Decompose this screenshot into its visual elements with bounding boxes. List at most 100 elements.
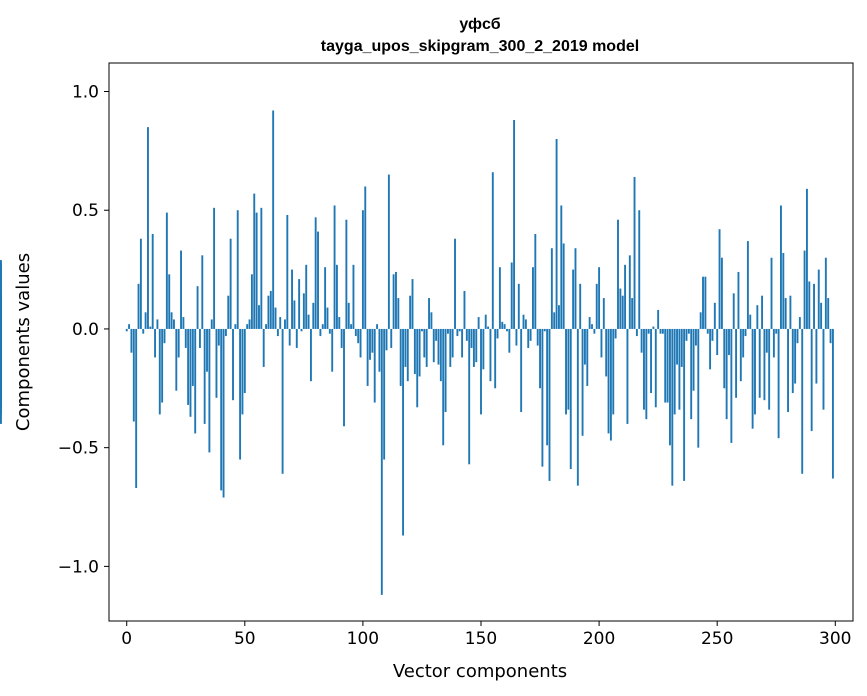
x-tick-label: 250 bbox=[701, 629, 733, 649]
bar-23 bbox=[180, 250, 182, 329]
bar-86 bbox=[328, 328, 331, 334]
bar-96 bbox=[352, 264, 355, 329]
bar-242 bbox=[697, 328, 700, 448]
bar-220 bbox=[645, 328, 648, 420]
bar-207 bbox=[614, 328, 617, 339]
bar-51 bbox=[246, 324, 249, 329]
bar-248 bbox=[711, 328, 714, 341]
bar-50 bbox=[243, 328, 246, 394]
bar-186 bbox=[565, 328, 567, 415]
bar-166 bbox=[517, 283, 520, 329]
bar-116 bbox=[399, 328, 402, 386]
bar-261 bbox=[742, 328, 745, 358]
bar-156 bbox=[494, 328, 497, 389]
bar-296 bbox=[824, 257, 827, 329]
x-tick-label: 100 bbox=[347, 629, 379, 649]
bar-182 bbox=[555, 138, 558, 329]
bar-240 bbox=[692, 328, 695, 391]
bar-215 bbox=[633, 176, 636, 329]
bar-84 bbox=[324, 267, 327, 329]
bar-44 bbox=[229, 238, 232, 329]
bar-233 bbox=[676, 328, 678, 365]
bar-235 bbox=[680, 328, 683, 367]
bar-47 bbox=[236, 210, 239, 329]
bar-269 bbox=[761, 295, 764, 329]
bar-60 bbox=[267, 295, 270, 329]
bar-87 bbox=[331, 328, 334, 372]
bar-179 bbox=[548, 328, 551, 481]
bar-27 bbox=[189, 328, 192, 417]
bar-288 bbox=[806, 188, 808, 329]
bar-92 bbox=[343, 328, 345, 427]
bar-244 bbox=[702, 276, 704, 329]
bar-183 bbox=[558, 305, 560, 329]
y-axis-label: Components values bbox=[13, 253, 34, 431]
bar-32 bbox=[201, 255, 204, 329]
bar-254 bbox=[725, 328, 728, 420]
bar-219 bbox=[643, 328, 645, 410]
bar-142 bbox=[461, 328, 464, 358]
bar-66 bbox=[281, 328, 284, 474]
bar-123 bbox=[416, 328, 419, 408]
bar-62 bbox=[272, 110, 275, 329]
bar-13 bbox=[156, 319, 159, 329]
bar-265 bbox=[751, 328, 754, 429]
bar-113 bbox=[392, 274, 395, 329]
bar-299 bbox=[831, 328, 834, 479]
bar-105 bbox=[373, 328, 376, 403]
bar-undefined bbox=[0, 328, 2, 424]
bar-153 bbox=[487, 326, 490, 329]
bar-177 bbox=[543, 328, 546, 332]
bar-64 bbox=[276, 328, 279, 337]
bar-258 bbox=[735, 328, 738, 398]
bar-132 bbox=[437, 328, 440, 365]
bar-139 bbox=[454, 238, 456, 329]
bar-4 bbox=[135, 328, 138, 489]
bar-287 bbox=[803, 250, 806, 329]
bar-33 bbox=[203, 328, 206, 424]
bar-290 bbox=[810, 328, 813, 432]
bar-136 bbox=[446, 328, 449, 334]
bar-57 bbox=[260, 207, 263, 329]
bar-255 bbox=[728, 328, 730, 356]
bar-270 bbox=[763, 328, 766, 401]
bar-286 bbox=[801, 328, 804, 474]
chart-title-group: уфсб tayga_upos_skipgram_300_2_2019 mode… bbox=[321, 16, 639, 55]
bar-229 bbox=[666, 328, 669, 403]
bar-128 bbox=[428, 298, 430, 329]
bar-25 bbox=[184, 328, 187, 348]
bar-35 bbox=[208, 328, 211, 453]
bar-126 bbox=[423, 328, 426, 358]
bar-18 bbox=[168, 274, 171, 329]
bar-187 bbox=[567, 328, 570, 410]
bar-266 bbox=[754, 328, 756, 415]
bar-245 bbox=[704, 276, 707, 329]
bar-281 bbox=[789, 295, 792, 329]
bar-231 bbox=[671, 328, 674, 486]
bar-83 bbox=[321, 324, 324, 329]
bar-241 bbox=[694, 328, 697, 346]
bar-114 bbox=[395, 271, 397, 329]
bar-165 bbox=[515, 328, 518, 346]
bar-159 bbox=[501, 321, 504, 329]
bar-250 bbox=[716, 328, 719, 356]
bar-169 bbox=[524, 319, 527, 329]
bar-204 bbox=[607, 328, 610, 434]
bar-272 bbox=[768, 328, 771, 410]
bar-280 bbox=[787, 328, 789, 413]
bar-197 bbox=[591, 324, 593, 329]
bar-82 bbox=[319, 328, 322, 337]
bar-289 bbox=[808, 281, 811, 329]
bar-185 bbox=[562, 243, 565, 329]
bar-129 bbox=[430, 312, 433, 329]
chart-title: уфсб bbox=[459, 16, 500, 33]
bar-201 bbox=[600, 328, 603, 358]
bar-148 bbox=[475, 328, 478, 363]
bar-45 bbox=[232, 328, 234, 401]
bar-68 bbox=[286, 214, 289, 329]
y-tick-label: 0.0 bbox=[72, 320, 99, 340]
bar-124 bbox=[418, 328, 421, 377]
bar-203 bbox=[605, 328, 608, 377]
bar-279 bbox=[784, 298, 787, 329]
